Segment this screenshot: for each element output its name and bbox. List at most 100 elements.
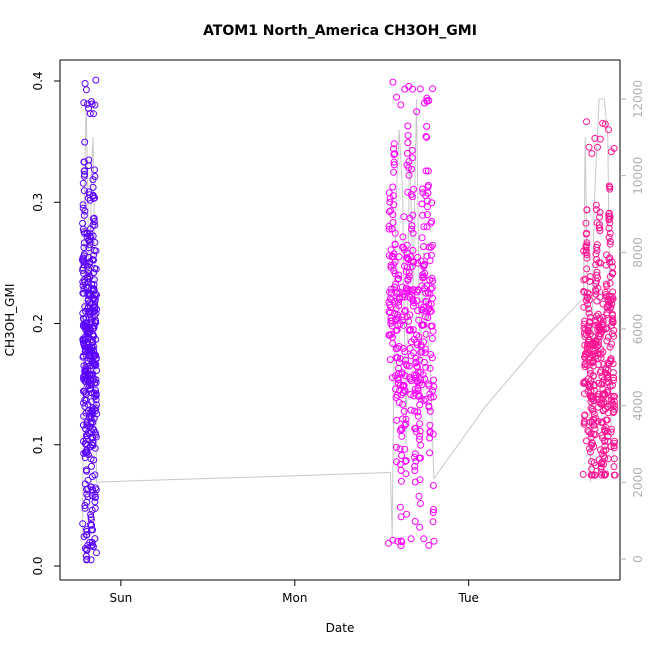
data-point xyxy=(580,378,588,386)
data-point xyxy=(590,443,598,450)
data-point xyxy=(386,356,394,364)
data-point xyxy=(92,486,100,494)
data-point xyxy=(88,371,96,379)
plot-frame xyxy=(59,59,621,581)
data-point xyxy=(420,243,427,250)
x-tick-label: Tue xyxy=(457,591,479,605)
data-point xyxy=(591,431,599,439)
data-point xyxy=(603,416,611,424)
data-point xyxy=(604,437,612,445)
data-point xyxy=(610,374,618,382)
data-point xyxy=(88,318,96,326)
data-point xyxy=(430,506,438,514)
data-point xyxy=(424,189,432,197)
data-point xyxy=(590,397,598,405)
data-point xyxy=(90,256,97,264)
data-point xyxy=(590,410,598,418)
data-point xyxy=(583,229,590,237)
data-point xyxy=(393,93,401,101)
y2-tick-label: 0 xyxy=(631,555,645,563)
data-point xyxy=(413,341,421,349)
data-point xyxy=(402,415,410,423)
data-point xyxy=(87,511,95,518)
data-point xyxy=(400,213,408,221)
data-point xyxy=(87,513,95,521)
data-point xyxy=(389,211,397,219)
data-point xyxy=(611,437,619,445)
data-point xyxy=(406,311,414,319)
data-point xyxy=(605,126,613,134)
data-point xyxy=(428,217,436,225)
data-point xyxy=(406,375,414,383)
data-point xyxy=(416,476,424,484)
data-point xyxy=(425,541,433,549)
data-point xyxy=(421,345,429,353)
data-point xyxy=(91,173,99,180)
data-point xyxy=(408,222,416,230)
data-point xyxy=(427,243,435,251)
data-point xyxy=(597,446,604,454)
data-point xyxy=(428,335,436,342)
data-point xyxy=(405,273,413,280)
data-point xyxy=(417,441,425,449)
data-point xyxy=(593,241,601,249)
data-point xyxy=(85,328,93,336)
y-axis-label: CH3OH_GMI xyxy=(3,284,17,357)
data-point xyxy=(593,268,601,276)
y2-tick-label: 2000 xyxy=(631,467,645,498)
data-point xyxy=(390,168,398,176)
data-point xyxy=(414,253,422,261)
data-point xyxy=(595,361,603,369)
data-point xyxy=(415,492,423,500)
data-point xyxy=(397,542,405,550)
data-point xyxy=(420,223,428,231)
data-point xyxy=(609,288,617,296)
data-point xyxy=(90,110,97,118)
data-point xyxy=(82,86,90,94)
data-point xyxy=(605,233,613,241)
data-point xyxy=(606,279,614,287)
data-point xyxy=(583,265,591,273)
data-point xyxy=(592,201,600,209)
data-point xyxy=(583,251,591,259)
data-point xyxy=(90,218,98,226)
data-point xyxy=(92,290,100,298)
data-point xyxy=(601,471,609,479)
data-point xyxy=(429,518,437,526)
data-point xyxy=(391,229,399,237)
data-point xyxy=(430,393,437,401)
data-point xyxy=(610,463,618,471)
data-point xyxy=(89,232,97,240)
data-point xyxy=(429,482,437,489)
data-point xyxy=(582,243,590,251)
data-point xyxy=(85,188,93,196)
data-point xyxy=(602,446,610,454)
data-point xyxy=(85,162,93,170)
y2-tick-label: 4000 xyxy=(631,390,645,421)
data-point xyxy=(397,466,405,474)
data-point xyxy=(387,285,395,293)
data-point xyxy=(395,253,403,261)
data-point xyxy=(92,396,100,404)
data-point xyxy=(81,167,89,175)
data-point xyxy=(409,229,417,237)
data-point xyxy=(591,134,599,142)
data-point xyxy=(389,219,397,226)
data-point xyxy=(86,308,93,315)
data-point xyxy=(91,498,99,506)
x-axis: Sun Mon Tue xyxy=(109,580,479,605)
data-point xyxy=(420,358,428,366)
data-point xyxy=(79,520,87,528)
data-point xyxy=(609,369,617,377)
data-point xyxy=(408,225,416,233)
data-point xyxy=(80,244,88,252)
data-point xyxy=(598,471,606,479)
data-point xyxy=(403,241,411,249)
data-point xyxy=(594,274,602,282)
data-point xyxy=(418,200,426,208)
x-tick-label: Mon xyxy=(282,591,307,605)
data-point xyxy=(394,537,402,545)
data-point xyxy=(392,315,400,323)
data-point xyxy=(93,305,101,313)
